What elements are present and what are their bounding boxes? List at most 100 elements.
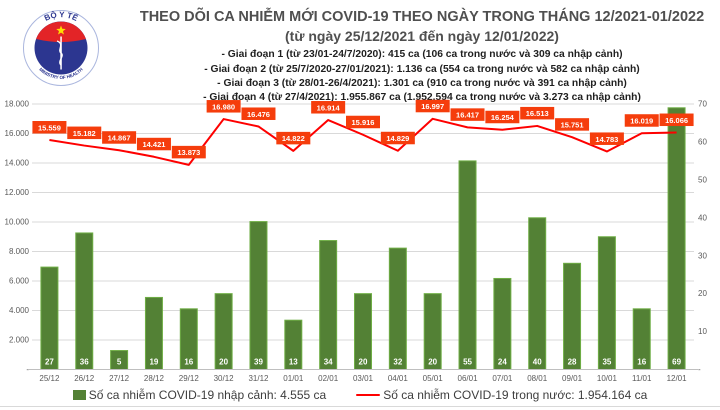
right-axis-tick: 70 xyxy=(698,100,707,109)
phase-line-4: - Giai đoạn 4 (từ 27/4/2021): 1.955.867 … xyxy=(203,92,641,104)
legend-item-domestic-cases: Số ca nhiễm COVID-19 trong nước: 1.954.1… xyxy=(356,388,647,402)
bar-value-label: 36 xyxy=(80,358,89,367)
line-value-label-box xyxy=(346,115,380,129)
bar-imported-cases xyxy=(249,221,268,371)
left-axis-tick: 16.000 xyxy=(5,129,30,138)
line-value-label: 16.513 xyxy=(526,109,549,118)
chart-subtitle: (từ ngày 25/12/2021 đến ngày 12/01/2022) xyxy=(285,28,559,45)
left-axis-tick: 14.000 xyxy=(5,159,30,168)
chart-legend: Số ca nhiễm COVID-19 nhập cảnh: 4.555 ca… xyxy=(0,385,720,405)
legend-label-domestic: Số ca nhiễm COVID-19 trong nước: 1.954.1… xyxy=(383,388,648,402)
x-tick-label: 02/01 xyxy=(318,374,339,383)
bar-value-label: 32 xyxy=(393,358,402,367)
phase-line-3: - Giai đoạn 3 (từ 28/01-26/4/2021): 1.30… xyxy=(217,77,627,89)
phase-line-1: - Giai đoạn 1 (từ 23/01-24/7/2020): 415 … xyxy=(221,49,623,61)
svg-text:BỘ Y TẾ: BỘ Y TẾ xyxy=(43,10,80,23)
phase-summary: - Giai đoạn 1 (từ 23/01-24/7/2020): 415 … xyxy=(128,48,716,106)
line-value-label-box xyxy=(206,100,241,113)
line-value-label: 16.066 xyxy=(665,116,688,125)
bar-value-label: 35 xyxy=(602,358,611,367)
line-value-label: 15.559 xyxy=(38,123,61,132)
x-tick-label: 07/01 xyxy=(492,374,513,383)
bar-value-label: 28 xyxy=(568,358,577,367)
bar-imported-cases xyxy=(667,107,686,371)
x-tick-label: 25/12 xyxy=(39,374,60,383)
line-value-label: 15.751 xyxy=(561,120,584,129)
chart-header: THEO DÕI CA NHIỄM MỚI COVID-19 THEO NGÀY… xyxy=(128,8,716,106)
left-axis-tick: 6.000 xyxy=(9,277,30,286)
line-value-label: 16.019 xyxy=(630,117,653,126)
x-tick-label: 08/01 xyxy=(527,374,548,383)
line-value-label-box xyxy=(380,131,415,145)
right-axis-tick: 40 xyxy=(698,213,707,222)
line-value-label-box xyxy=(415,99,450,113)
left-axis-tick: - xyxy=(26,365,29,374)
line-value-label: 16.254 xyxy=(491,113,515,122)
right-axis-tick: 50 xyxy=(698,175,707,184)
logo-top-text: BỘ Y TẾ xyxy=(43,10,80,23)
right-axis-tick: 60 xyxy=(698,138,707,147)
line-value-label-box xyxy=(659,113,694,127)
x-tick-label: 28/12 xyxy=(144,374,165,383)
bar-value-label: 16 xyxy=(184,358,193,367)
line-value-label: 14.829 xyxy=(386,134,409,143)
bar-imported-cases xyxy=(388,247,407,370)
x-tick-label: 10/01 xyxy=(597,374,618,383)
x-tick-label: 26/12 xyxy=(74,374,95,383)
line-value-label-box xyxy=(450,108,485,121)
right-axis-tick: 20 xyxy=(698,289,707,298)
bar-value-label: 16 xyxy=(637,358,646,367)
left-axis-tick: 18.000 xyxy=(5,100,30,109)
bar-value-label: 19 xyxy=(149,358,158,367)
line-value-label: 14.421 xyxy=(142,140,165,149)
x-tick-label: 11/01 xyxy=(632,374,652,383)
chart-title: THEO DÕI CA NHIỄM MỚI COVID-19 THEO NGÀY… xyxy=(139,9,705,25)
bar-imported-cases xyxy=(40,266,59,370)
line-value-label-box xyxy=(520,106,555,120)
x-tick-label: 04/01 xyxy=(388,374,409,383)
line-value-label-box xyxy=(136,137,171,151)
bar-imported-cases xyxy=(75,232,94,370)
green-bar-swatch-icon xyxy=(72,390,86,400)
logo-star-icon xyxy=(56,25,66,35)
x-tick-label: 12/01 xyxy=(667,374,688,383)
bar-value-label: 34 xyxy=(324,358,333,367)
x-tick-label: 29/12 xyxy=(179,374,200,383)
left-axis-tick: 10.000 xyxy=(5,218,30,227)
ministry-of-health-logo-icon: BỘ Y TẾ MINISTRY OF HEALTH xyxy=(23,10,99,86)
line-value-label-box xyxy=(485,110,520,124)
line-value-label: 15.916 xyxy=(352,118,375,127)
bar-value-label: 39 xyxy=(254,358,263,367)
right-axis-tick: 10 xyxy=(698,327,707,336)
logo-snake-icon xyxy=(56,40,63,66)
x-tick-label: 06/01 xyxy=(458,374,479,383)
line-value-label: 14.783 xyxy=(595,135,618,144)
bar-value-label: 27 xyxy=(45,358,54,367)
line-value-label-box xyxy=(311,101,346,114)
x-tick-label: 09/01 xyxy=(562,374,583,383)
bar-imported-cases xyxy=(458,160,477,371)
legend-item-imported-cases: Số ca nhiễm COVID-19 nhập cảnh: 4.555 ca xyxy=(72,388,326,402)
line-value-label: 16.476 xyxy=(247,110,270,119)
line-value-label-box xyxy=(555,118,590,131)
line-value-label-box xyxy=(241,107,276,120)
line-value-label: 16.914 xyxy=(317,103,341,112)
bar-value-label: 55 xyxy=(463,358,472,367)
right-axis-tick: - xyxy=(698,365,701,374)
bar-value-label: 20 xyxy=(219,358,228,367)
covid-daily-cases-chart: 18.000 16.000 14.000 12.000 10.000 8.000 6.000… xyxy=(5,99,708,383)
line-value-label-box xyxy=(589,132,624,145)
right-axis-tick: 30 xyxy=(698,251,707,260)
line-value-label: 14.822 xyxy=(282,134,305,143)
x-tick-label: 31/12 xyxy=(248,374,269,383)
bottom-divider xyxy=(0,406,720,407)
x-tick-label: 30/12 xyxy=(214,374,235,383)
line-value-label: 16.980 xyxy=(212,102,235,111)
line-value-label-box xyxy=(171,145,206,159)
bar-imported-cases xyxy=(563,262,582,370)
line-value-label: 14.867 xyxy=(108,134,131,143)
bar-imported-cases xyxy=(528,217,547,370)
bar-imported-cases xyxy=(493,277,512,371)
x-tick-label: 05/01 xyxy=(423,374,444,383)
line-value-label-box xyxy=(67,126,102,140)
